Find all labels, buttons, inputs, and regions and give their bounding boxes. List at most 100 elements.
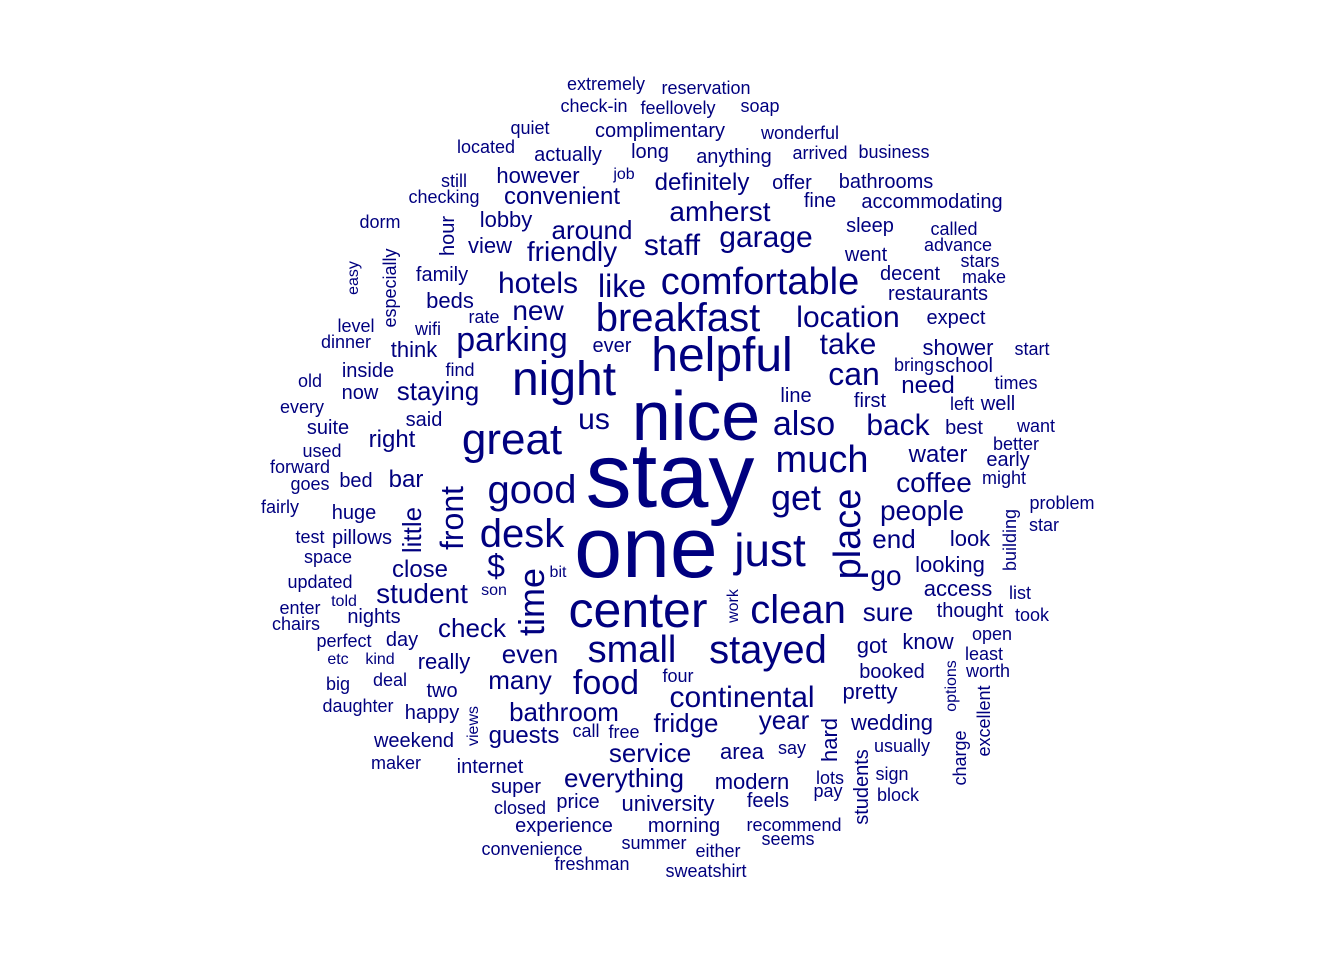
word-162: star [1028, 515, 1060, 535]
word-36: new [512, 295, 564, 326]
word-137: stars [960, 251, 1000, 271]
word-113: huge [331, 502, 377, 524]
word-109: hard [817, 717, 842, 763]
word-181: worth [965, 661, 1011, 681]
word-59: sure [862, 597, 914, 627]
word-71: view [467, 233, 513, 258]
word-120: offer [772, 172, 812, 194]
word-183: excellent [974, 685, 994, 757]
word-14: small [587, 629, 677, 671]
word-48: service [608, 738, 692, 768]
word-197: convenience [481, 839, 583, 859]
word-191: sign [875, 764, 909, 784]
word-54: definitely [654, 169, 750, 196]
word-94: family [415, 264, 469, 286]
word-88: said [405, 409, 443, 431]
word-138: make [961, 267, 1007, 287]
word-84: first [853, 390, 887, 412]
word-104: weekend [373, 730, 455, 752]
word-58: water [908, 441, 968, 468]
word-53: convenient [503, 183, 621, 210]
word-46: fridge [653, 708, 719, 738]
word-160: fairly [260, 497, 300, 517]
word-66: wedding [851, 710, 933, 735]
word-67: got [856, 633, 888, 658]
word-188: say [777, 738, 807, 758]
word-28: continental [669, 681, 815, 714]
word-68: know [902, 629, 954, 654]
word-16: get [770, 477, 822, 518]
word-49: everything [564, 763, 684, 793]
word-34: us [578, 403, 610, 436]
word-130: business [858, 142, 930, 162]
word-133: checking [408, 187, 480, 207]
word-26: like [597, 268, 647, 304]
word-65: access [923, 576, 993, 601]
word-69: pretty [842, 679, 898, 704]
word-37: around [551, 215, 633, 245]
word-140: level [337, 316, 375, 336]
word-15: much [775, 439, 869, 481]
word-40: people [879, 495, 965, 526]
word-80: went [844, 244, 888, 266]
word-101: booked [859, 661, 925, 683]
word-75: anything [696, 146, 772, 168]
word-198: freshman [554, 854, 630, 874]
word-13: stayed [709, 628, 827, 672]
word-123: check-in [560, 96, 628, 116]
word-44: many [488, 665, 552, 695]
word-19: parking [456, 321, 568, 359]
word-97: morning [647, 815, 721, 837]
word-22: location [796, 301, 900, 334]
word-175: maker [370, 753, 422, 773]
word-115: nights [347, 606, 401, 628]
word-73: complimentary [594, 120, 726, 142]
word-99: price [556, 791, 600, 813]
word-91: suite [306, 417, 350, 439]
word-118: especially [380, 248, 400, 328]
word-51: $ [487, 548, 505, 584]
word-64: looking [915, 552, 985, 577]
word-107: area [719, 739, 765, 764]
word-3: center [568, 582, 708, 638]
word-1: one [574, 500, 718, 596]
word-163: test [295, 527, 325, 547]
word-143: wifi [415, 319, 441, 339]
word-110: students [851, 749, 873, 825]
word-200: either [695, 841, 741, 861]
word-81: decent [879, 263, 941, 285]
word-31: can [828, 356, 880, 392]
word-43: even [501, 639, 559, 669]
word-95: university [621, 791, 715, 816]
word-2: nice [631, 377, 761, 455]
word-150: every [279, 397, 325, 417]
word-24: garage [719, 221, 813, 254]
word-39: coffee [896, 467, 972, 498]
word-76: actually [534, 144, 602, 166]
word-33: take [819, 328, 877, 361]
word-72: however [496, 163, 580, 188]
word-155: better [992, 434, 1040, 454]
word-204: bit [549, 564, 567, 581]
word-7: just [734, 524, 806, 576]
word-78: accommodating [861, 191, 1003, 213]
word-134: dorm [359, 212, 401, 232]
word-108: thought [936, 600, 1004, 622]
word-86: bar [388, 466, 424, 493]
word-92: inside [341, 360, 395, 382]
word-25: staff [643, 229, 701, 262]
word-201: sweatshirt [665, 861, 747, 881]
word-12: clean [750, 588, 846, 632]
word-38: check [438, 613, 506, 643]
word-166: enter [279, 598, 321, 618]
word-96: modern [714, 769, 790, 794]
word-93: now [341, 382, 379, 404]
word-9: comfortable [660, 261, 860, 303]
word-106: super [490, 776, 542, 798]
word-103: happy [404, 702, 460, 724]
word-193: usually [873, 736, 931, 756]
word-6: great [461, 415, 563, 464]
word-0: stay [585, 425, 755, 527]
word-11: good [487, 468, 577, 512]
word-30: front [434, 485, 470, 551]
